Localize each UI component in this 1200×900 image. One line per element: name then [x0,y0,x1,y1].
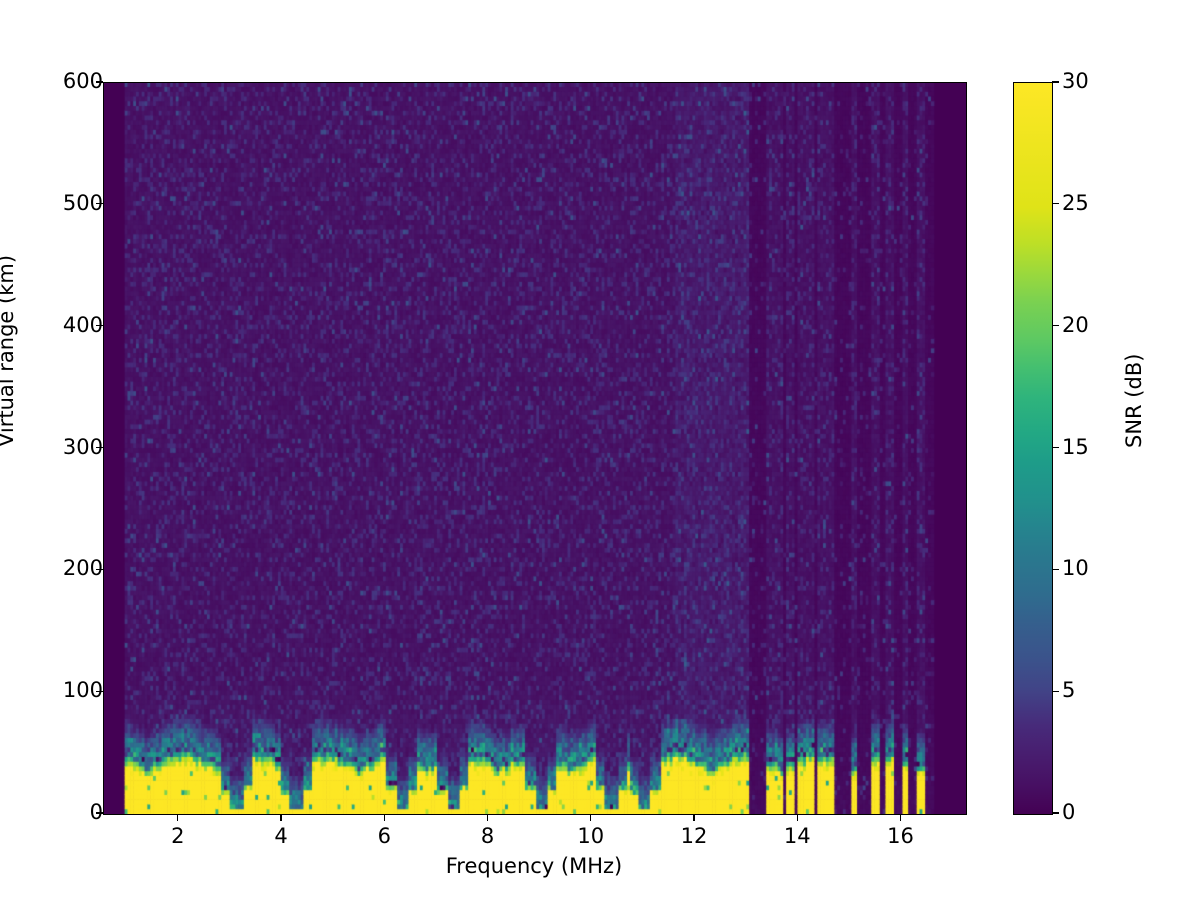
colorbar-tick-label: 30 [1062,69,1089,93]
y-tick-label: 600 [62,69,103,93]
y-tick-label: 300 [62,434,103,459]
colorbar-tick-mark [1052,690,1059,692]
y-tick-mark [96,325,103,327]
colorbar-tick-mark [1052,81,1059,83]
y-tick-label: 100 [62,678,103,703]
colorbar[interactable] [1013,82,1053,815]
colorbar-tick-label: 0 [1062,800,1076,824]
x-tick-label: 2 [171,824,185,848]
colorbar-tick-label: 10 [1062,556,1089,581]
x-tick-label: 8 [480,824,495,848]
colorbar-tick-mark [1052,446,1059,449]
y-tick-mark [96,812,103,814]
colorbar-tick-mark [1052,325,1059,327]
y-tick-mark [96,690,103,692]
y-tick-label: 0 [89,800,103,824]
x-tick-mark [693,814,695,821]
x-tick-mark [383,814,385,821]
x-tick-label: 10 [577,824,605,848]
x-tick-label: 6 [377,824,391,848]
x-tick-mark [899,814,902,821]
y-tick-label: 500 [62,190,103,215]
colorbar-tick-label: 15 [1062,434,1089,459]
colorbar-tick-mark [1052,203,1059,205]
x-tick-label: 4 [274,824,288,848]
colorbar-tick-mark [1052,568,1059,570]
y-tick-mark [96,568,103,570]
plot-area[interactable] [103,82,967,815]
x-tick-label: 16 [887,824,914,848]
x-tick-label: 12 [680,824,708,848]
x-tick-mark [280,814,282,821]
x-tick-mark [486,814,489,821]
colorbar-tick-label: 20 [1062,312,1089,337]
colorbar-tick-label: 5 [1062,678,1076,703]
colorbar-tick-mark [1052,812,1059,814]
colorbar-tick-label: 25 [1062,190,1089,215]
y-tick-label: 400 [62,312,103,337]
y-tick-mark [96,203,103,205]
ionogram-heatmap [104,83,966,814]
y-tick-mark [96,446,103,449]
x-tick-label: 14 [783,824,811,848]
y-tick-mark [96,81,103,83]
x-tick-mark [796,814,798,821]
x-tick-mark [177,814,179,821]
y-tick-label: 200 [62,556,103,581]
x-tick-mark [590,814,592,821]
y-axis-label: Virtual range (km) [0,254,18,447]
x-axis-label: Frequency (MHz) [445,854,623,878]
colorbar-label: SNR (dB) [1122,353,1146,448]
